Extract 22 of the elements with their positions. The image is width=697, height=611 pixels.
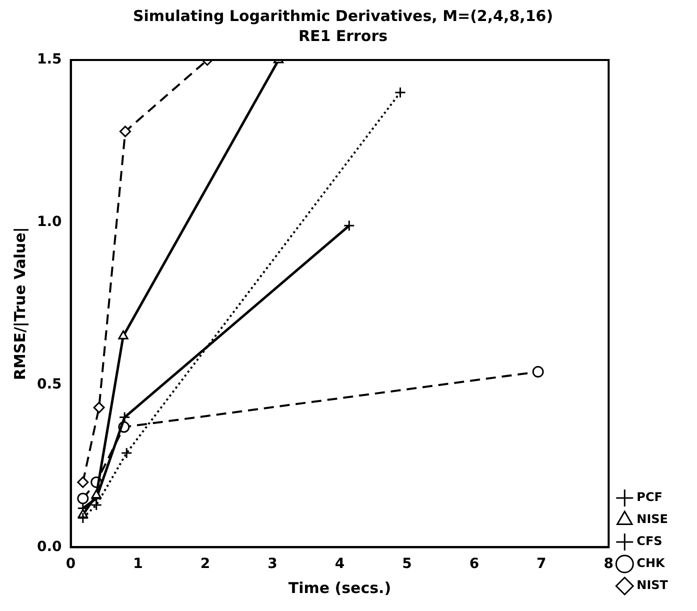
chart-subtitle: RE1 Errors	[298, 26, 388, 45]
legend-label: CHK	[636, 556, 666, 570]
y-tick-label: 1.5	[36, 52, 62, 68]
y-axis-title: RMSE/|True Value|	[10, 227, 29, 380]
legend-label: PCF	[636, 490, 662, 504]
chart-title: Simulating Logarithmic Derivatives, M=(2,4,8,16)	[132, 6, 554, 25]
x-tick-label: 2	[200, 556, 210, 572]
legend-label: CFS	[636, 534, 662, 548]
y-tick-label: 1.0	[36, 214, 62, 230]
y-tick-label: 0.5	[36, 376, 62, 392]
x-tick-label: 4	[334, 556, 345, 572]
y-tick-label: 0.0	[36, 538, 62, 555]
legend-label: NISE	[636, 512, 668, 526]
x-tick-label: 3	[268, 556, 278, 572]
x-axis-title: Time (secs.)	[288, 578, 392, 597]
x-tick-label: 6	[469, 556, 480, 572]
x-tick-label: 0	[66, 556, 76, 572]
x-tick-label: 7	[536, 556, 546, 572]
x-tick-label: 1	[133, 556, 143, 572]
legend-label: NIST	[636, 578, 669, 592]
x-tick-label: 8	[604, 556, 614, 572]
x-tick-label: 5	[402, 556, 412, 572]
